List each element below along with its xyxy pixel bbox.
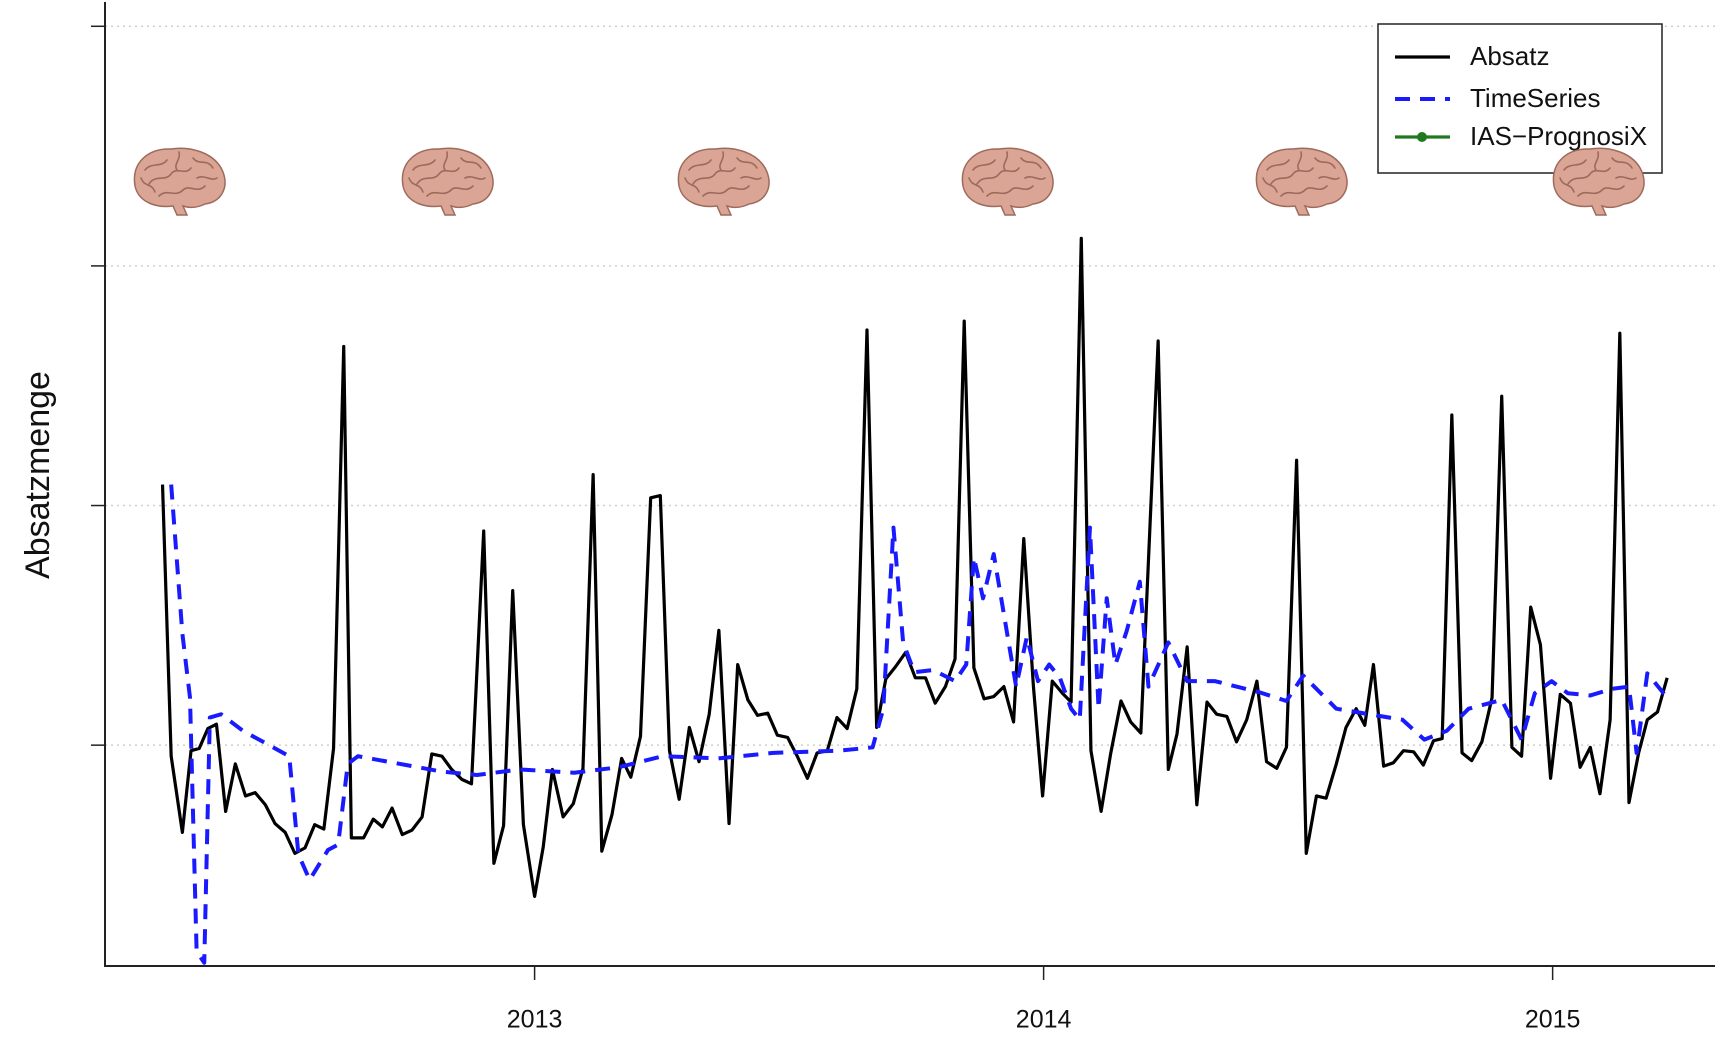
axis-frame [104, 2, 1715, 967]
x-tick-label: 2014 [1016, 1006, 1072, 1034]
ticks: 2013 2014 2015 [91, 25, 1581, 1034]
legend-label: Absatz [1470, 41, 1550, 71]
legend-label: TimeSeries [1470, 83, 1601, 113]
plot-area [160, 236, 1669, 965]
y-axis-label: Absatzmenge [19, 371, 57, 579]
legend-marker [1417, 132, 1427, 142]
x-tick-label: 2013 [507, 1006, 563, 1034]
series-line [160, 236, 1669, 899]
series-line [169, 484, 1669, 965]
legend: Absatz TimeSeries IAS−PrognosiX [1377, 23, 1663, 174]
legend-label: IAS−PrognosiX [1470, 121, 1647, 151]
x-tick-label: 2015 [1525, 1006, 1581, 1034]
grid [105, 25, 1715, 746]
